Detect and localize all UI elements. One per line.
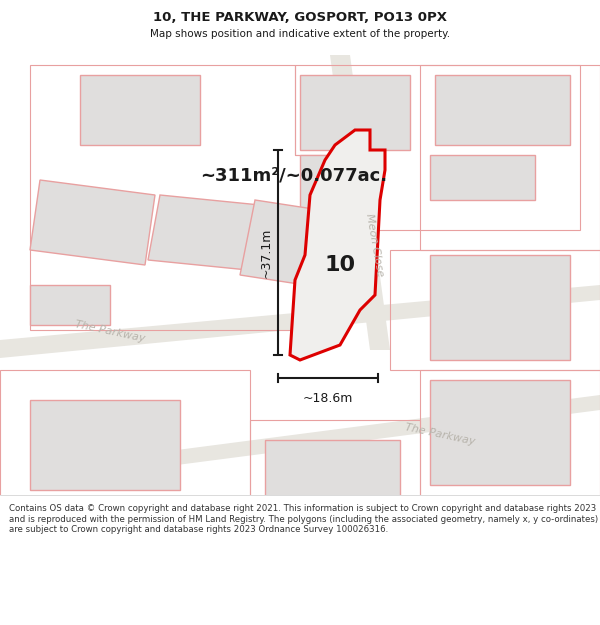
Polygon shape (265, 440, 400, 500)
Polygon shape (435, 75, 570, 145)
Polygon shape (148, 195, 260, 270)
Text: The Parkway: The Parkway (404, 422, 476, 447)
Polygon shape (430, 255, 570, 360)
Text: ~37.1m: ~37.1m (260, 228, 272, 278)
Polygon shape (300, 75, 410, 150)
Polygon shape (240, 200, 320, 285)
Polygon shape (330, 55, 390, 350)
Polygon shape (100, 395, 600, 475)
Polygon shape (30, 400, 180, 490)
Text: Meon Close: Meon Close (365, 213, 385, 278)
Text: ~18.6m: ~18.6m (303, 392, 353, 405)
Text: The Parkway: The Parkway (74, 319, 146, 344)
Text: ~311m²/~0.077ac.: ~311m²/~0.077ac. (200, 166, 387, 184)
Text: 10: 10 (325, 255, 356, 275)
Polygon shape (80, 75, 200, 145)
Polygon shape (30, 285, 110, 325)
Polygon shape (430, 155, 535, 200)
Polygon shape (290, 130, 385, 360)
Text: Map shows position and indicative extent of the property.: Map shows position and indicative extent… (150, 29, 450, 39)
Polygon shape (430, 380, 570, 485)
Polygon shape (300, 155, 360, 225)
Polygon shape (30, 180, 155, 265)
Text: 10, THE PARKWAY, GOSPORT, PO13 0PX: 10, THE PARKWAY, GOSPORT, PO13 0PX (153, 11, 447, 24)
Polygon shape (0, 285, 600, 358)
Text: Contains OS data © Crown copyright and database right 2021. This information is : Contains OS data © Crown copyright and d… (9, 504, 598, 534)
